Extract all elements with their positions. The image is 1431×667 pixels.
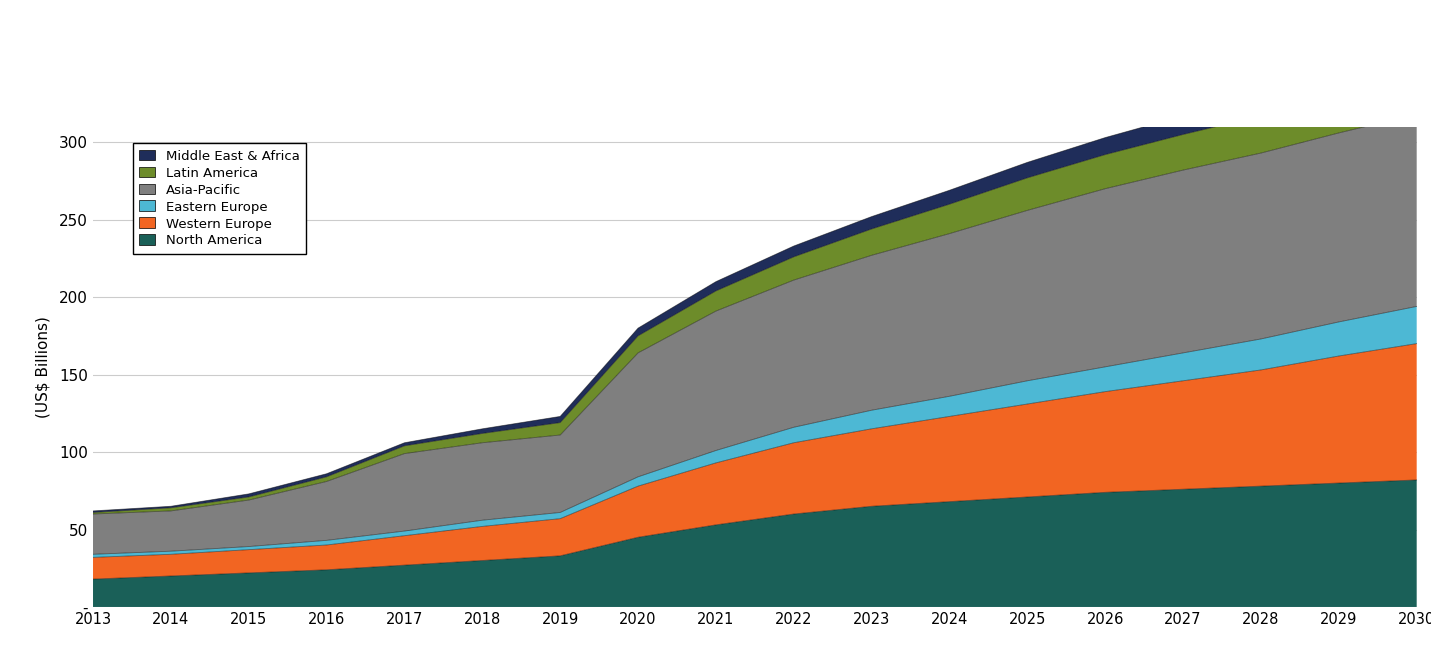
Text: Chart 3:: Chart 3: xyxy=(11,23,93,41)
Y-axis label: (US$ Billions): (US$ Billions) xyxy=(36,316,52,418)
Text: Total Gaming Revenue by Region: Total Gaming Revenue by Region xyxy=(179,10,567,30)
Text: World Markets: 2013 to 2030: World Markets: 2013 to 2030 xyxy=(179,60,521,80)
Legend: Middle East & Africa, Latin America, Asia-Pacific, Eastern Europe, Western Europ: Middle East & Africa, Latin America, Asi… xyxy=(133,143,306,254)
Text: ( Source: ABI Research ): ( Source: ABI Research ) xyxy=(851,60,1050,78)
